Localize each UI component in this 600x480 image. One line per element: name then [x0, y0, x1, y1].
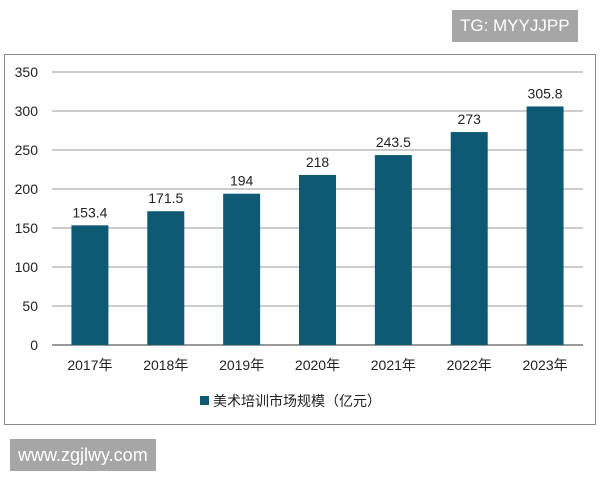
y-tick-label: 300: [15, 103, 39, 119]
bar: [147, 211, 185, 345]
y-tick-label: 0: [30, 337, 38, 353]
y-tick-label: 100: [15, 259, 39, 275]
watermark-bottom: www.zgjlwy.com: [10, 439, 156, 471]
watermark-top: TG: MYYJJPP: [452, 10, 578, 42]
data-label: 194: [230, 173, 254, 189]
x-tick-label: 2019年: [219, 357, 264, 373]
bar: [450, 132, 488, 345]
x-tick-label: 2022年: [447, 357, 492, 373]
data-label: 153.4: [72, 204, 107, 220]
bar: [71, 225, 109, 345]
y-tick-label: 350: [15, 64, 39, 80]
bar: [299, 174, 336, 345]
y-tick-label: 50: [22, 298, 38, 314]
y-tick-label: 250: [15, 142, 39, 158]
x-tick-label: 2017年: [67, 357, 112, 373]
bar: [526, 106, 564, 345]
bar: [223, 193, 261, 345]
x-tick-label: 2020年: [295, 357, 340, 373]
data-label: 273: [458, 111, 482, 127]
y-tick-label: 200: [15, 181, 39, 197]
data-label: 243.5: [376, 134, 411, 150]
y-tick-label: 150: [15, 220, 39, 236]
legend-label: 美术培训市场规模（亿元）: [213, 393, 381, 410]
x-tick-label: 2018年: [143, 357, 188, 373]
legend-swatch: [200, 396, 209, 405]
x-tick-label: 2023年: [522, 357, 567, 373]
bar: [374, 155, 412, 345]
data-label: 218: [306, 154, 330, 170]
x-tick-label: 2021年: [371, 357, 416, 373]
chart-frame: [4, 54, 596, 425]
data-label: 171.5: [148, 190, 183, 206]
data-label: 305.8: [528, 85, 563, 101]
